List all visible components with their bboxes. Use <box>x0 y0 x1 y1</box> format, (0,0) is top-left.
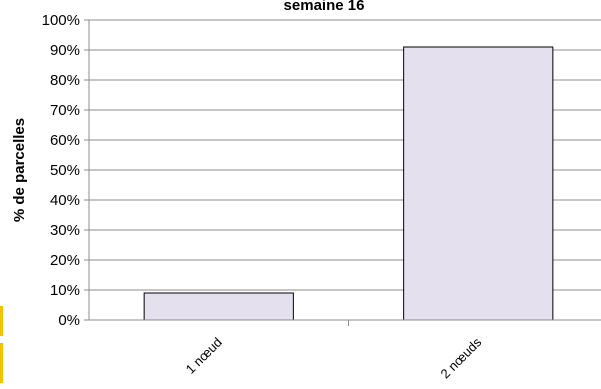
gridlines <box>89 19 601 291</box>
y-tick-label: 10% <box>50 282 80 299</box>
axes <box>84 19 601 326</box>
y-axis-title: % de parcelles <box>11 118 28 222</box>
bars <box>143 46 554 321</box>
y-tick-label: 20% <box>50 252 80 269</box>
y-tick-label: 40% <box>50 192 80 209</box>
x-tick-label: 2 nœuds <box>437 334 484 381</box>
bar <box>143 292 294 321</box>
y-tick-label: 60% <box>50 132 80 149</box>
x-tick-label: 1 nœud <box>183 335 225 377</box>
x-tick-labels: 1 nœud 2 nœuds <box>183 334 485 381</box>
y-tick-label: 0% <box>58 312 80 329</box>
y-tick-label: 30% <box>50 222 80 239</box>
y-tick-label: 80% <box>50 72 80 89</box>
bar <box>403 46 554 321</box>
edge-marker <box>0 343 3 383</box>
y-tick-label: 90% <box>50 42 80 59</box>
y-tick-labels: 0% 10% 20% 30% 40% 50% 60% 70% 80% 90% 100% <box>42 12 80 329</box>
edge-marker <box>0 306 3 336</box>
chart-title: semaine 16 <box>284 0 365 14</box>
y-tick-label: 70% <box>50 102 80 119</box>
y-tick-label: 100% <box>42 12 80 29</box>
y-tick-label: 50% <box>50 162 80 179</box>
